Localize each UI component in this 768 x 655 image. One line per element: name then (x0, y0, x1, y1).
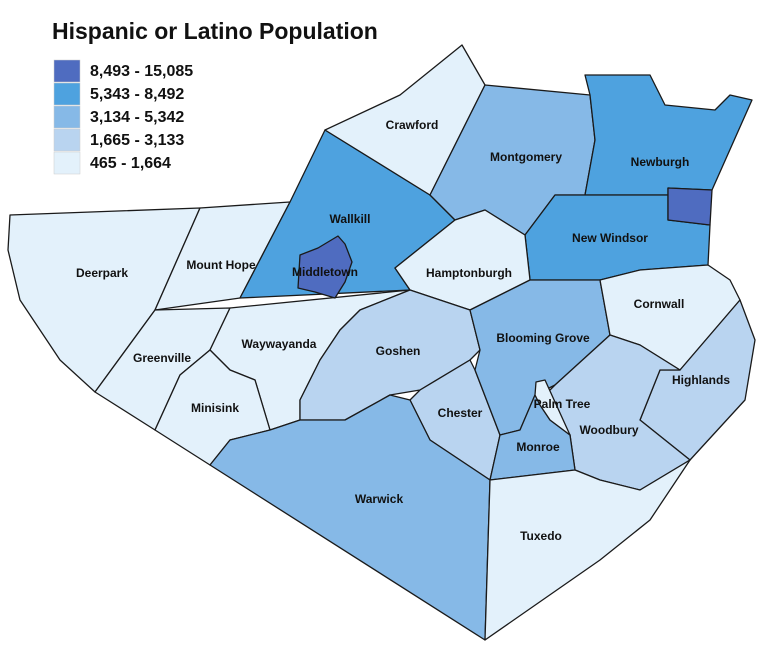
region-label: Middletown (292, 265, 358, 279)
city-region (667, 187, 713, 226)
region (484, 459, 691, 641)
region (297, 235, 353, 299)
region-label: Mount Hope (186, 258, 256, 272)
region-label: Goshen (376, 344, 421, 358)
legend-swatch (53, 128, 81, 152)
region-label: Greenville (133, 351, 191, 365)
region-label: Highlands (672, 373, 730, 387)
region-label: Warwick (355, 492, 404, 506)
legend-label: 8,493 - 15,085 (90, 63, 193, 80)
region-label: Minisink (191, 401, 239, 415)
legend-label: 3,134 - 5,342 (90, 109, 184, 126)
region-label: Woodbury (579, 423, 638, 437)
region-label: Cornwall (634, 297, 685, 311)
legend: 8,493 - 15,085 5,343 - 8,492 3,134 - 5,342… (53, 59, 193, 175)
legend-label: 5,343 - 8,492 (90, 86, 184, 103)
region-label: Deerpark (76, 266, 128, 280)
legend-swatch (53, 59, 81, 83)
region (324, 44, 486, 196)
region (534, 379, 571, 436)
legend-swatch (53, 151, 81, 175)
region-label: Monroe (516, 440, 560, 454)
regions (7, 44, 756, 641)
region-label: Montgomery (490, 150, 562, 164)
region-label: New Windsor (572, 231, 648, 245)
region-label: Tuxedo (520, 529, 562, 543)
region-label: Newburgh (631, 155, 690, 169)
region-label: Blooming Grove (496, 331, 590, 345)
region-labels: Deerpark Mount Hope Wallkill Crawford Mo… (76, 118, 730, 543)
legend-swatch (53, 105, 81, 129)
region-label: Palm Tree (534, 397, 591, 411)
region-label: Hamptonburgh (426, 266, 512, 280)
legend-swatch (53, 82, 81, 106)
region-label: Waywayanda (242, 337, 317, 351)
region-label: Crawford (386, 118, 439, 132)
region-label: Chester (438, 406, 483, 420)
map-title: Hispanic or Latino Population (52, 18, 378, 44)
region-label: Wallkill (330, 212, 371, 226)
legend-label: 465 - 1,664 (90, 155, 171, 172)
region (584, 74, 753, 196)
legend-label: 1,665 - 3,133 (90, 132, 184, 149)
